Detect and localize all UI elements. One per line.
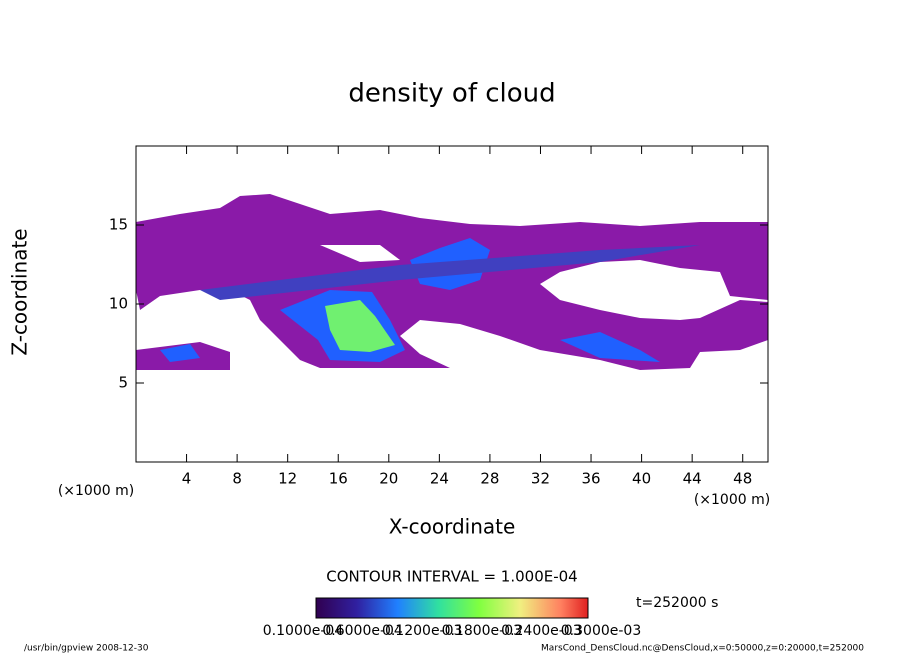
y-tick-label: 15 — [109, 216, 128, 234]
x-tick-label: 8 — [232, 470, 242, 488]
x-tick-label: 16 — [329, 470, 348, 488]
colorbar-label: 0.1200e-03 — [382, 623, 462, 639]
y-tick-label: 5 — [118, 374, 128, 392]
y-axis-label: Z-coordinate — [8, 228, 32, 355]
time-label: t=252000 s — [636, 595, 718, 611]
x-tick-label: 44 — [683, 470, 702, 488]
footer: MarsCond_DensCloud.nc@DensCloud,x=0:5000… — [541, 644, 864, 654]
x-tick-label: 12 — [278, 470, 297, 488]
contour-interval: CONTOUR INTERVAL = 1.000E-04 — [326, 568, 577, 586]
colorbar — [315, 597, 589, 619]
colorbar-label: 0.6000e-04 — [322, 623, 403, 639]
x-tick-label: 24 — [430, 470, 449, 488]
y-tick-label: 10 — [109, 295, 128, 313]
x-tick-label: 32 — [531, 470, 550, 488]
x-tick-label: 4 — [182, 470, 192, 488]
colorbar-label: 0.1000e-04 — [263, 623, 344, 639]
colorbar-label: 0.2400e-03 — [501, 623, 581, 639]
x-tick-label: 48 — [733, 470, 752, 488]
x-unit: (×1000 m) — [58, 483, 134, 499]
x-unit: (×1000 m) — [694, 492, 770, 508]
colorbar-label: 0.1800e-03 — [442, 623, 522, 639]
footer: /usr/bin/gpview 2008-12-30 — [24, 644, 149, 654]
x-tick-label: 20 — [379, 470, 398, 488]
x-tick-label: 36 — [581, 470, 600, 488]
x-tick-label: 28 — [480, 470, 499, 488]
x-tick-label: 40 — [632, 470, 651, 488]
x-axis-label: X-coordinate — [389, 515, 516, 539]
colorbar-label: 0.3000e-03 — [561, 623, 641, 639]
cloud-field — [136, 194, 768, 370]
chart-title: density of cloud — [348, 79, 555, 109]
